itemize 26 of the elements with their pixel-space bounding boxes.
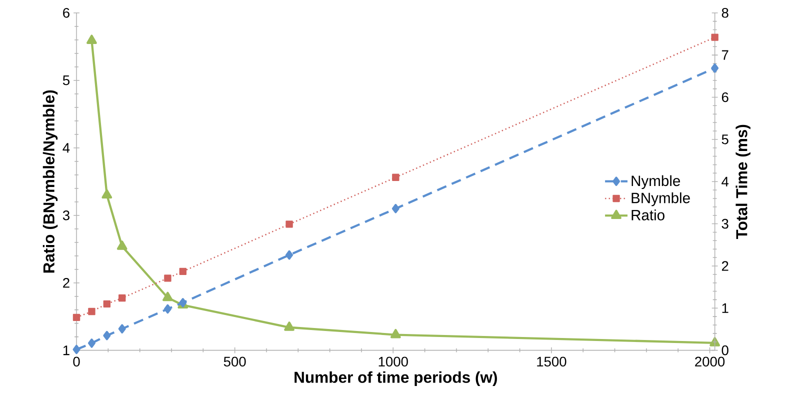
x-tick-label: 1500 bbox=[537, 356, 566, 367]
x-tick-label: 0 bbox=[73, 356, 80, 367]
y-axis-title: Ratio (BNymble/Nymble) bbox=[42, 90, 58, 273]
y-tick-label: 1 bbox=[63, 346, 70, 356]
x-tick-label: 1000 bbox=[378, 356, 408, 367]
y2-tick-label: 1 bbox=[722, 304, 728, 314]
y2-tick-label: 7 bbox=[722, 50, 728, 60]
legend-label: BNymble bbox=[632, 192, 690, 206]
y2-tick-label: 3 bbox=[722, 219, 728, 229]
x-tick-label: 500 bbox=[224, 356, 246, 367]
legend-label: Ratio bbox=[632, 210, 664, 221]
y2-tick-label: 2 bbox=[722, 261, 728, 271]
y-tick-label: 4 bbox=[62, 143, 70, 153]
y-tick-label: 6 bbox=[63, 8, 70, 18]
x-tick-label: 2000 bbox=[695, 356, 725, 367]
y2-axis-title: Total Time (ms) bbox=[736, 125, 750, 240]
x-axis-title: Number of time periods (w) bbox=[294, 372, 497, 386]
y2-tick-label: 4 bbox=[722, 177, 729, 187]
y2-tick-label: 5 bbox=[722, 134, 728, 144]
legend-label: Nymble bbox=[632, 175, 680, 190]
y2-tick-label: 8 bbox=[722, 8, 728, 18]
y-tick-label: 5 bbox=[62, 76, 70, 86]
y2-tick-label: 0 bbox=[722, 346, 728, 356]
y-tick-label: 3 bbox=[62, 210, 70, 220]
y-tick-label: 2 bbox=[63, 278, 70, 288]
y2-tick-label: 6 bbox=[722, 92, 728, 102]
